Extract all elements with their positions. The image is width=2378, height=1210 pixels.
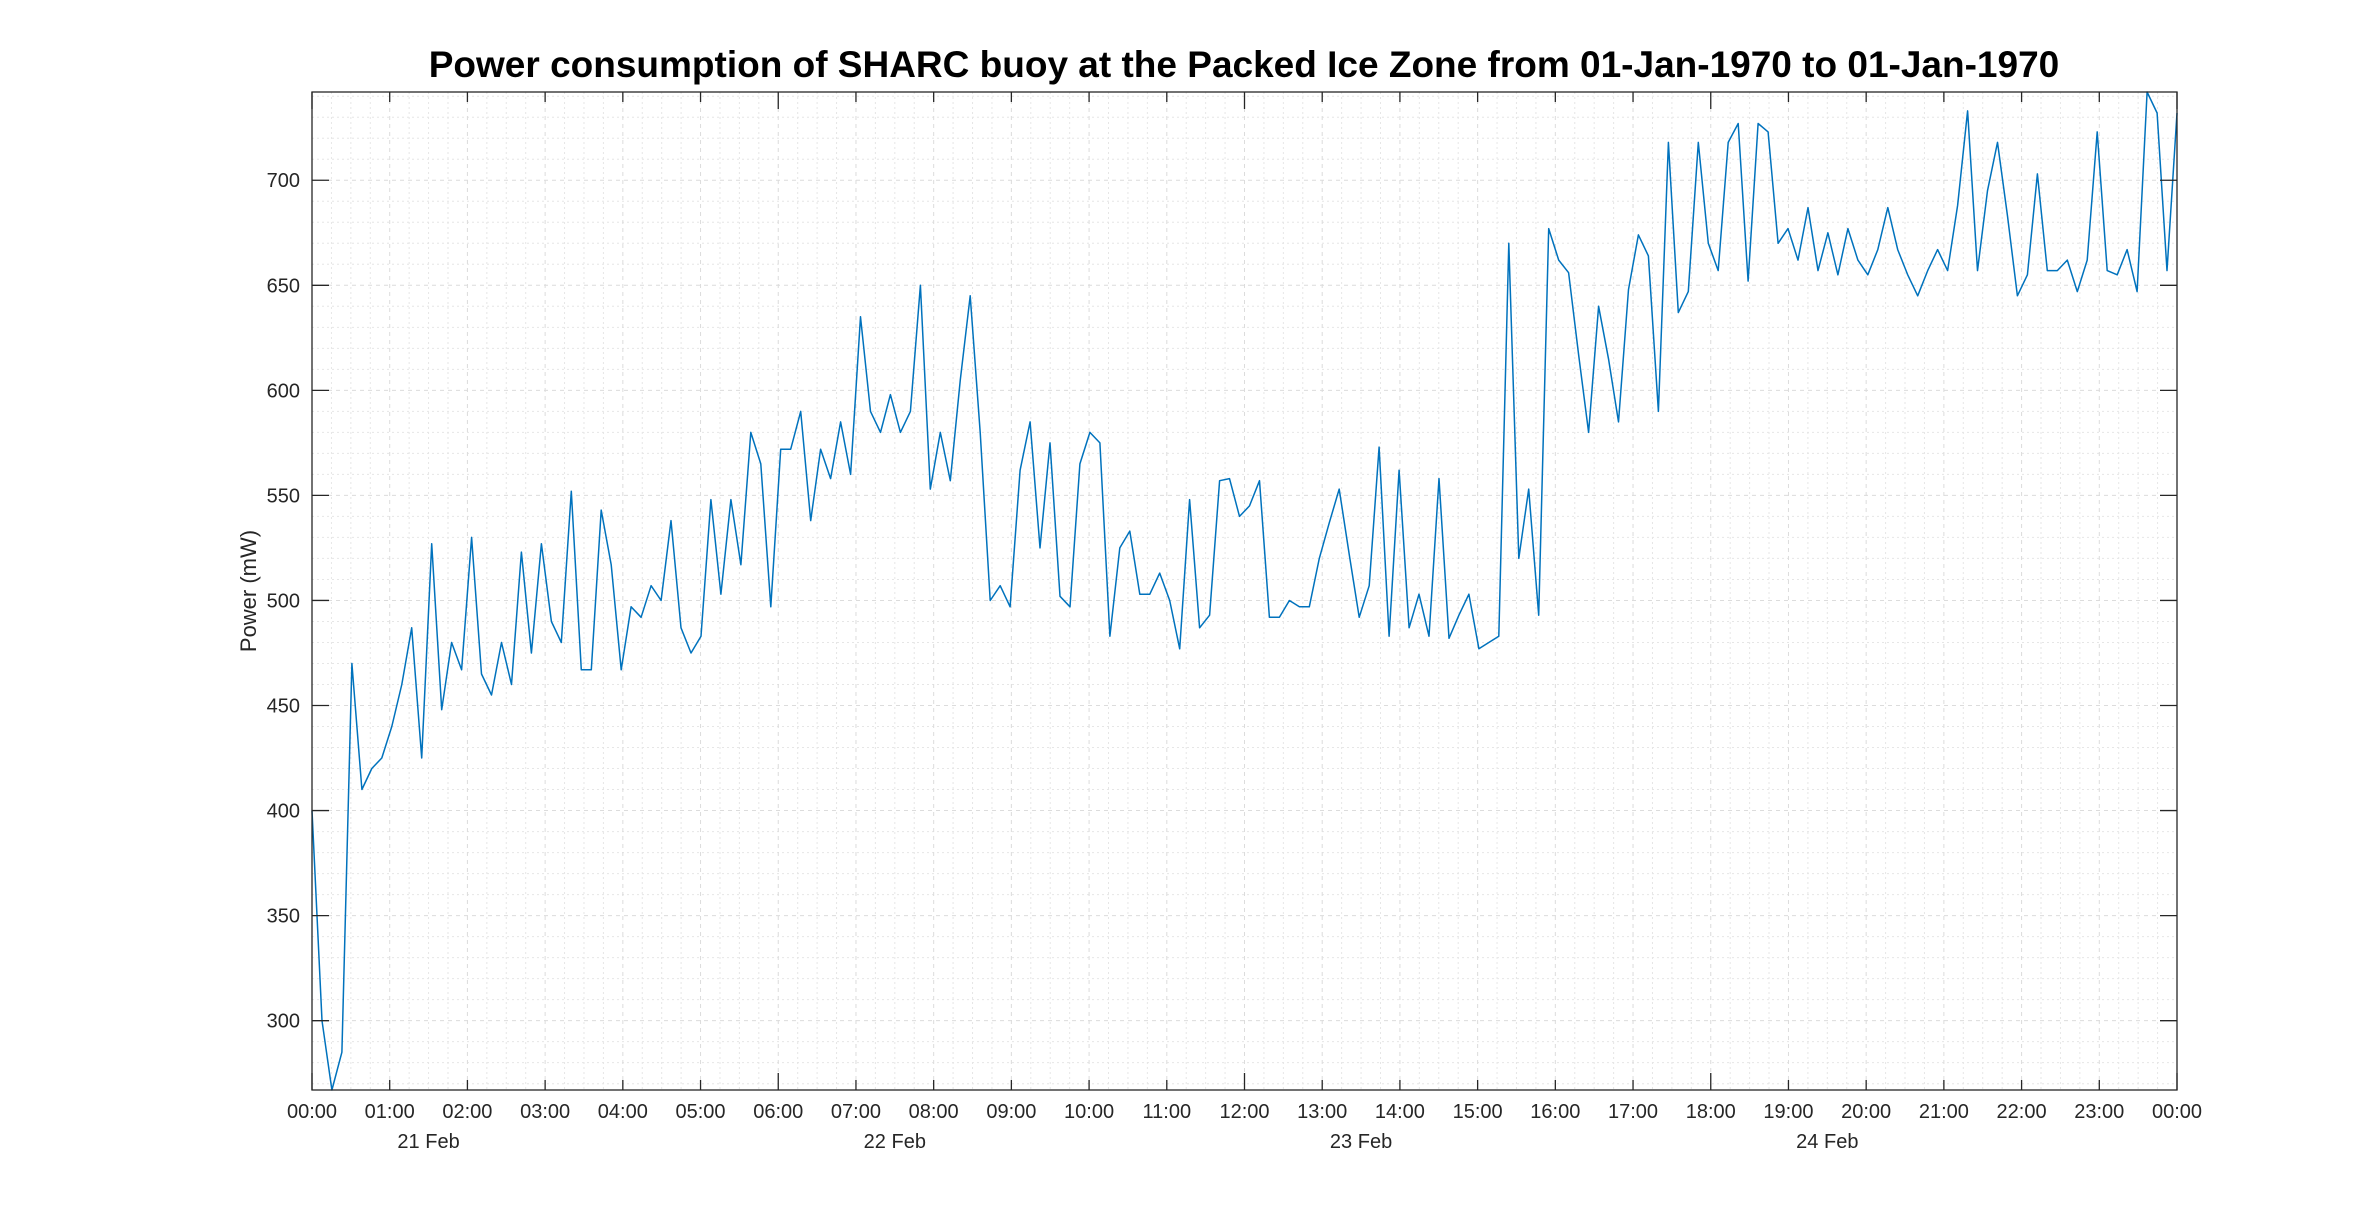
- x-tick-label: 02:00: [442, 1101, 492, 1123]
- x-tick-label: 14:00: [1375, 1101, 1425, 1123]
- x-tick-label: 05:00: [676, 1101, 726, 1123]
- x-tick-label: 06:00: [753, 1101, 803, 1123]
- x-date-label: 21 Feb: [397, 1131, 459, 1153]
- y-tick-label: 450: [267, 696, 300, 718]
- x-axis-tick-labels: 00:00 01:00 02:00 03:00 04:00 05:00 06:00 07:00…: [287, 1101, 2202, 1123]
- y-tick-label: 300: [267, 1011, 300, 1033]
- x-tick-label: 10:00: [1064, 1101, 1114, 1123]
- x-tick-label: 21:00: [1919, 1101, 1969, 1123]
- x-tick-label: 04:00: [598, 1101, 648, 1123]
- x-tick-label: 12:00: [1219, 1101, 1269, 1123]
- y-tick-label: 350: [267, 906, 300, 928]
- x-tick-label: 19:00: [1763, 1101, 1813, 1123]
- y-tick-label: 550: [267, 485, 300, 507]
- x-tick-label: 23:00: [2074, 1101, 2124, 1123]
- x-tick-label: 03:00: [520, 1101, 570, 1123]
- axis-ticks: [311, 92, 2178, 1090]
- major-grid: [312, 92, 2177, 1090]
- x-tick-label: 00:00: [287, 1101, 337, 1123]
- y-tick-label: 400: [267, 801, 300, 823]
- x-tick-label: 08:00: [909, 1101, 959, 1123]
- x-date-label: 24 Feb: [1796, 1131, 1858, 1153]
- minor-grid: [312, 92, 2177, 1090]
- x-tick-label: 18:00: [1686, 1101, 1736, 1123]
- y-tick-label: 650: [267, 275, 300, 297]
- y-axis-label: Power (mW): [236, 530, 261, 652]
- x-tick-label: 17:00: [1608, 1101, 1658, 1123]
- x-tick-label: 11:00: [1143, 1101, 1192, 1123]
- x-tick-label: 15:00: [1453, 1101, 1503, 1123]
- series-line: [311, 91, 2178, 1091]
- x-tick-label: 09:00: [986, 1101, 1036, 1123]
- x-tick-label: 16:00: [1530, 1101, 1580, 1123]
- x-tick-label: 22:00: [1997, 1101, 2047, 1123]
- y-axis-tick-labels: 300 350 400 450 500 550 600 650 700: [267, 170, 300, 1032]
- y-tick-label: 700: [267, 170, 300, 192]
- chart-title: Power consumption of SHARC buoy at the P…: [429, 44, 2059, 85]
- x-tick-label: 20:00: [1841, 1101, 1891, 1123]
- x-tick-label: 00:00: [2152, 1101, 2202, 1123]
- y-tick-label: 500: [267, 590, 300, 612]
- x-date-label: 22 Feb: [864, 1131, 926, 1153]
- x-date-label: 23 Feb: [1330, 1131, 1392, 1153]
- x-tick-label: 07:00: [831, 1101, 881, 1123]
- x-tick-label: 01:00: [365, 1101, 415, 1123]
- y-tick-label: 600: [267, 380, 300, 402]
- x-tick-label: 13:00: [1297, 1101, 1347, 1123]
- x-axis-date-labels: 21 Feb 22 Feb 23 Feb 24 Feb: [397, 1131, 1858, 1153]
